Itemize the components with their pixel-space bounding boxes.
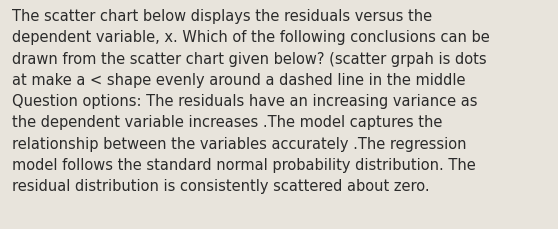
Text: The scatter chart below displays the residuals versus the
dependent variable, x.: The scatter chart below displays the res… <box>12 9 490 193</box>
